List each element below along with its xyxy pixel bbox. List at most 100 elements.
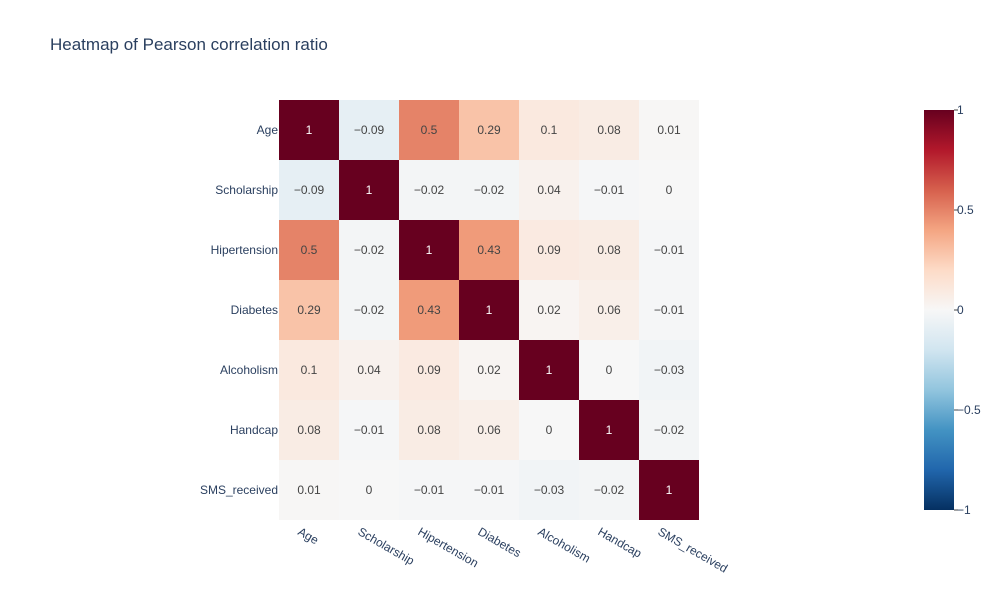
cell-value-label: −0.02 (354, 243, 385, 257)
colorbar-tick-label: −1 (957, 503, 971, 517)
colorbar-tick-label: 1 (957, 103, 964, 117)
heatmap-cell (579, 460, 639, 520)
cell-value-label: 0.5 (421, 123, 438, 137)
heatmap-cell (339, 160, 399, 220)
heatmap-cell (639, 220, 699, 280)
cell-value-label: 0.04 (537, 183, 561, 197)
y-tick-label: Handcap (230, 423, 278, 437)
cell-value-label: 0.08 (597, 243, 621, 257)
y-tick-label: Diabetes (231, 303, 278, 317)
cell-value-label: 1 (426, 243, 433, 257)
heatmap-cell (399, 280, 459, 340)
y-axis-labels: Age Scholarship Hipertension Diabetes Alcoho… (200, 123, 278, 497)
heatmap-cell (399, 340, 459, 400)
cell-value-label: 0.08 (597, 123, 621, 137)
heatmap-cell (279, 280, 339, 340)
cell-value-label: 1 (366, 183, 373, 197)
cell-value-label: 1 (606, 423, 613, 437)
heatmap-cell (639, 280, 699, 340)
heatmap-cell (519, 340, 579, 400)
cell-value-label: −0.09 (294, 183, 325, 197)
heatmap-cell (399, 460, 459, 520)
heatmap-cell (279, 340, 339, 400)
cell-value-label: −0.03 (654, 363, 685, 377)
heatmap-cell (339, 280, 399, 340)
heatmap-cell (579, 400, 639, 460)
colorbar-tick-label: −0.5 (957, 403, 981, 417)
cell-value-label: 0 (546, 423, 553, 437)
heatmap-cell (279, 100, 339, 160)
cell-value-label: −0.02 (654, 423, 685, 437)
heatmap-cell (399, 100, 459, 160)
colorbar-tick-label: 0.5 (957, 203, 974, 217)
heatmap-cell (579, 160, 639, 220)
y-tick-label: Age (257, 123, 279, 137)
cell-value-label: 0.02 (537, 303, 561, 317)
cell-value-label: −0.01 (354, 423, 385, 437)
cell-value-label: 0.43 (417, 303, 441, 317)
cell-value-label: −0.01 (654, 243, 685, 257)
heatmap-cell (579, 100, 639, 160)
x-tick-label: Scholarship (356, 524, 418, 568)
cell-value-label: 0.09 (537, 243, 561, 257)
y-tick-label: Scholarship (215, 183, 278, 197)
cell-value-label: 0.04 (357, 363, 381, 377)
cell-value-label: 0.43 (477, 243, 501, 257)
heatmap-cell (519, 400, 579, 460)
cell-value-label: 0 (606, 363, 613, 377)
heatmap-cell (459, 280, 519, 340)
heatmap-cell (279, 460, 339, 520)
heatmap-cell (639, 340, 699, 400)
heatmap-cell (519, 280, 579, 340)
heatmap-cell (519, 220, 579, 280)
heatmap-cell (279, 220, 339, 280)
heatmap-cell (399, 160, 459, 220)
heatmap-cell (399, 400, 459, 460)
cell-value-label: 0.08 (417, 423, 441, 437)
colorbar-gradient (924, 110, 954, 510)
cell-value-label: 0.01 (657, 123, 681, 137)
x-tick-label: Age (296, 524, 322, 547)
cell-value-label: −0.02 (354, 303, 385, 317)
heatmap-cell (579, 340, 639, 400)
heatmap-cells: 1 −0.09 0.5 0.29 0.1 0.08 0.01 −0.09 1 −0.02 −0.02… (279, 100, 699, 520)
heatmap-cell (579, 280, 639, 340)
cell-value-label: −0.01 (474, 483, 505, 497)
heatmap-cell (339, 100, 399, 160)
cell-value-label: 0.1 (541, 123, 558, 137)
cell-value-label: 1 (546, 363, 553, 377)
y-tick-label: Hipertension (211, 243, 278, 257)
cell-value-label: −0.02 (474, 183, 505, 197)
cell-value-label: −0.03 (534, 483, 565, 497)
cell-value-label: −0.01 (654, 303, 685, 317)
cell-value-label: 0.5 (301, 243, 318, 257)
x-tick-label: Alcoholism (536, 524, 593, 565)
cell-value-label: 0.1 (301, 363, 318, 377)
cell-value-label: 0.02 (477, 363, 501, 377)
chart-title: Heatmap of Pearson correlation ratio (50, 35, 328, 54)
colorbar-tick-label: 0 (957, 303, 964, 317)
cell-value-label: −0.01 (414, 483, 445, 497)
heatmap-cell (639, 400, 699, 460)
cell-value-label: −0.09 (354, 123, 385, 137)
cell-value-label: −0.02 (414, 183, 445, 197)
x-tick-label: SMS_received (656, 524, 731, 575)
cell-value-label: 0.06 (597, 303, 621, 317)
cell-value-label: 0.08 (297, 423, 321, 437)
heatmap-cell (399, 220, 459, 280)
heatmap-cell (459, 400, 519, 460)
cell-value-label: 1 (486, 303, 493, 317)
heatmap-cell (279, 160, 339, 220)
heatmap-cell (519, 460, 579, 520)
heatmap-cell (639, 160, 699, 220)
cell-value-label: 0.29 (297, 303, 321, 317)
cell-value-label: −0.01 (594, 183, 625, 197)
cell-value-label: 1 (666, 483, 673, 497)
heatmap-cell (459, 460, 519, 520)
cell-value-label: −0.02 (594, 483, 625, 497)
heatmap-cell (339, 460, 399, 520)
heatmap-cell (459, 340, 519, 400)
heatmap-cell (339, 400, 399, 460)
heatmap-cell (579, 220, 639, 280)
